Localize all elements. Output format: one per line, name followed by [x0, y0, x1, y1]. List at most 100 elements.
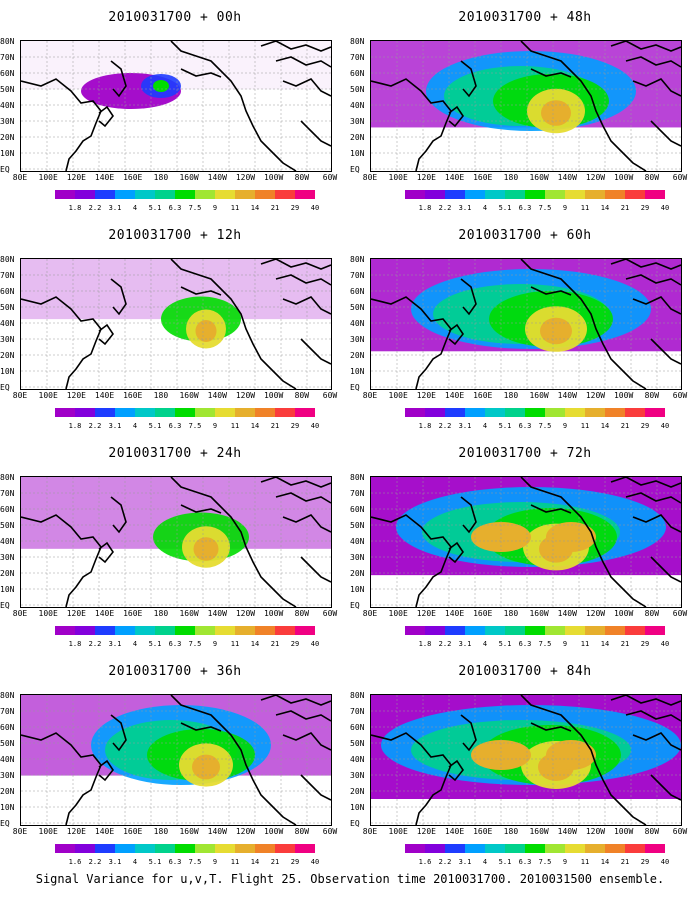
- lon-label: 160W: [529, 173, 549, 182]
- colorbar-swatch: [135, 626, 155, 635]
- colorbar-swatch: [585, 408, 605, 417]
- lat-label: 80N: [0, 255, 15, 264]
- colorbar-swatch: [215, 408, 235, 417]
- colorbar-label: 4: [482, 422, 488, 430]
- colorbar-swatch: [405, 408, 425, 417]
- colorbar-label: 14: [600, 858, 610, 866]
- colorbar-swatch: [625, 190, 645, 199]
- colorbar-label: 40: [310, 204, 320, 212]
- lon-label: 100W: [263, 391, 284, 400]
- colorbar-swatch: [155, 626, 175, 635]
- lon-label: 140E: [94, 173, 115, 182]
- lon-label: 60W: [322, 609, 338, 618]
- lon-label: 120W: [235, 609, 256, 618]
- lon-label: 80W: [644, 173, 660, 182]
- lon-label: 80E: [12, 609, 28, 618]
- colorbar-swatch: [95, 408, 115, 417]
- colorbar-label: 9: [212, 204, 218, 212]
- colorbar-swatch: [625, 408, 645, 417]
- panel-title: 2010031700 + 00h: [108, 10, 242, 25]
- colorbar-swatch: [275, 626, 295, 635]
- colorbar-label: 7.5: [538, 858, 552, 866]
- colorbar-swatch: [645, 626, 665, 635]
- colorbar-label: 29: [640, 640, 650, 648]
- lat-label: 20N: [0, 133, 15, 142]
- colorbar-swatch: [75, 190, 95, 199]
- colorbar-label: 4: [482, 204, 488, 212]
- colorbar-swatch: [445, 626, 465, 635]
- lat-label: 50N: [350, 739, 365, 748]
- lon-label: 80W: [294, 173, 310, 182]
- lon-label: 60W: [672, 173, 688, 182]
- colorbar-swatch: [95, 190, 115, 199]
- colorbar-swatch: [645, 190, 665, 199]
- panel-title: 2010031700 + 36h: [108, 664, 242, 679]
- colorbar-swatch: [215, 190, 235, 199]
- colorbar-swatch: [545, 844, 565, 853]
- lat-label: 20N: [0, 351, 15, 360]
- variance-map: [370, 476, 682, 608]
- lon-label: 100W: [613, 391, 634, 400]
- colorbar-swatch: [585, 626, 605, 635]
- lat-label: 50N: [350, 303, 365, 312]
- lon-label: 80W: [644, 391, 660, 400]
- colorbar-swatch: [405, 844, 425, 853]
- colorbar-swatch: [565, 844, 585, 853]
- colorbar-label: 4: [132, 858, 138, 866]
- lat-label: 80N: [350, 473, 365, 482]
- colorbar-label: 3.1: [458, 422, 472, 430]
- lon-label: 140W: [207, 609, 227, 618]
- lat-label: EQ: [0, 383, 10, 392]
- colorbar-swatch: [605, 844, 625, 853]
- colorbar-label: 4: [132, 204, 138, 212]
- colorbar-swatch: [565, 626, 585, 635]
- colorbar-swatch: [95, 626, 115, 635]
- colorbar-label: 4: [482, 640, 488, 648]
- lat-label: 20N: [350, 133, 365, 142]
- colorbar-swatch: [545, 190, 565, 199]
- lat-label: 40N: [0, 755, 15, 764]
- lat-label: 40N: [350, 319, 365, 328]
- colorbar-label: 3.1: [108, 204, 122, 212]
- lat-label: 40N: [0, 101, 15, 110]
- lon-label: 60W: [672, 391, 688, 400]
- colorbar-swatch: [155, 408, 175, 417]
- panel-title: 2010031700 + 72h: [458, 446, 592, 461]
- lat-label: 20N: [0, 569, 15, 578]
- colorbar-swatch: [485, 844, 505, 853]
- colorbar-swatch: [605, 626, 625, 635]
- lon-label: 120W: [235, 391, 256, 400]
- figure-caption: Signal Variance for u,v,T. Flight 25. Ob…: [35, 872, 665, 886]
- colorbar-swatch: [255, 190, 275, 199]
- lon-label: 100W: [263, 609, 284, 618]
- colorbar-swatch: [195, 844, 215, 853]
- colorbar-label: 9: [562, 422, 568, 430]
- lon-label: 100E: [38, 391, 58, 400]
- colorbar-label: 2.2: [438, 640, 452, 648]
- colorbar-swatch: [295, 190, 315, 199]
- colorbar-label: 40: [660, 204, 670, 212]
- lat-label: 40N: [350, 755, 365, 764]
- lat-label: EQ: [0, 601, 10, 610]
- colorbar-label: 5.1: [498, 858, 512, 866]
- lat-label: 70N: [350, 489, 365, 498]
- lon-label: 160W: [179, 391, 199, 400]
- panel-title: 2010031700 + 12h: [108, 228, 242, 243]
- colorbar-swatch: [115, 190, 135, 199]
- lat-label: 10N: [0, 585, 15, 594]
- lat-label: EQ: [350, 165, 360, 174]
- colorbar-label: 2.2: [438, 204, 452, 212]
- lat-label: 30N: [350, 553, 365, 562]
- colorbar-swatch: [195, 408, 215, 417]
- variance-map: [20, 40, 332, 172]
- lat-label: 10N: [0, 149, 15, 158]
- lon-label: 160E: [473, 173, 493, 182]
- lat-label: 60N: [350, 287, 365, 296]
- lon-label: 80E: [12, 391, 28, 400]
- lon-label: 140E: [444, 173, 465, 182]
- colorbar-swatch: [485, 626, 505, 635]
- lat-label: 50N: [0, 521, 15, 530]
- lat-label: 60N: [0, 505, 15, 514]
- colorbar-label: 6.3: [518, 204, 532, 212]
- colorbar-swatch: [465, 844, 485, 853]
